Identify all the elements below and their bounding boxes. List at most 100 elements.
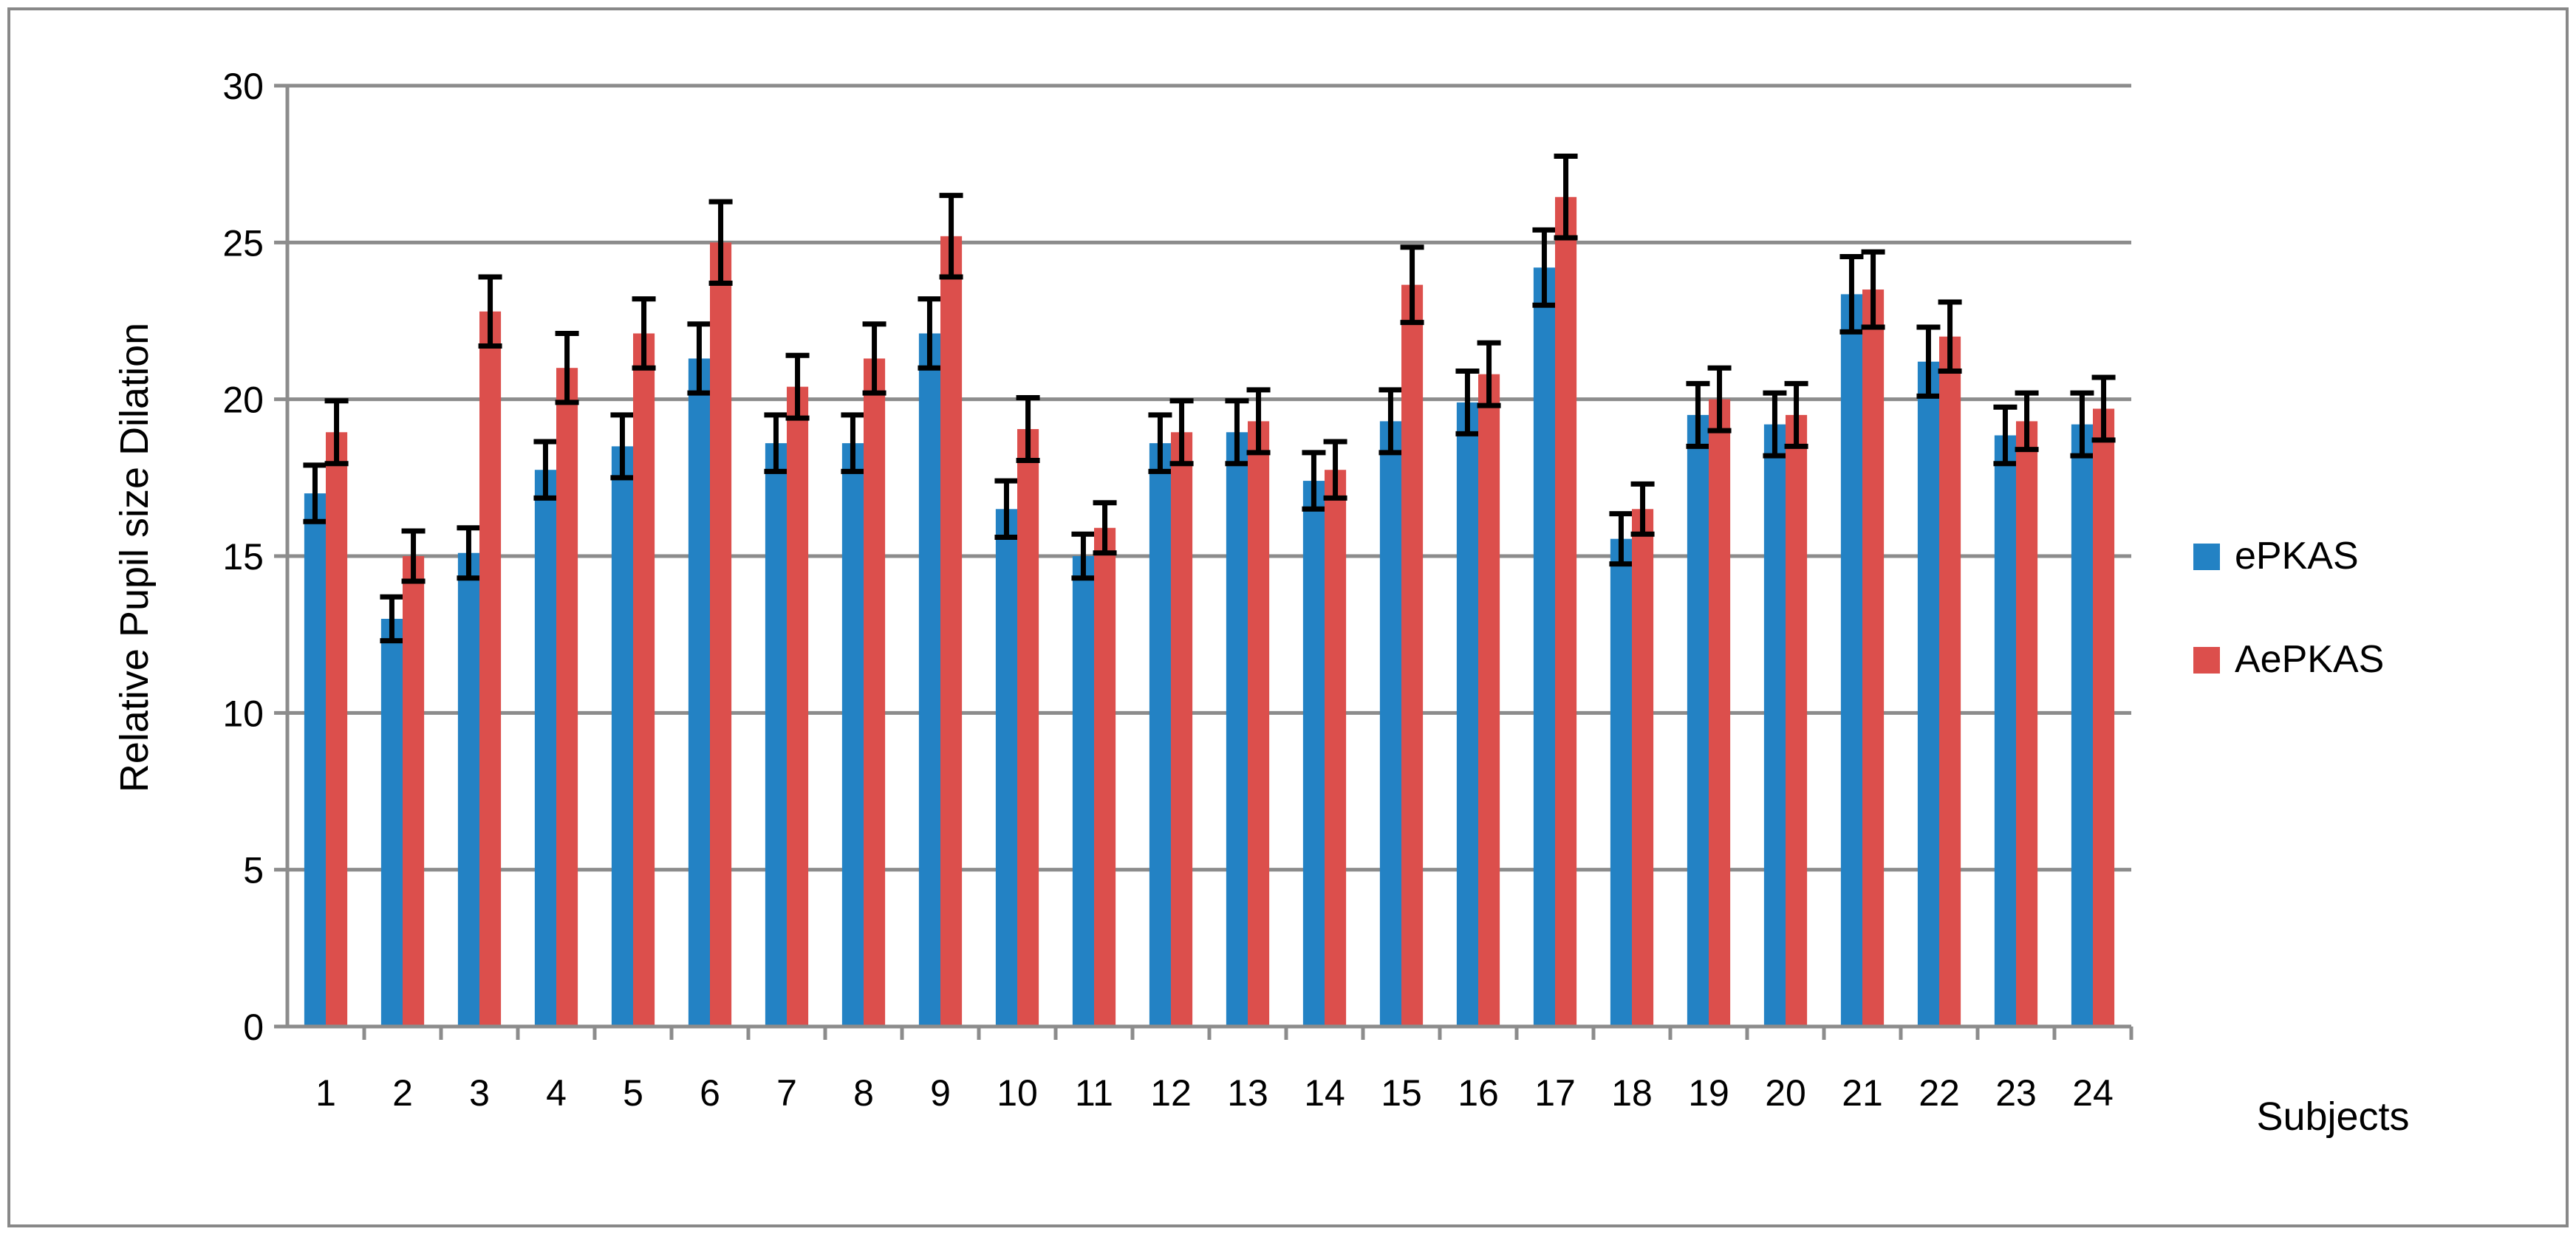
- bar-AePKAS: [1017, 429, 1039, 1027]
- bar-ePKAS: [1456, 402, 1478, 1027]
- bar-AePKAS: [1248, 421, 1270, 1027]
- error-bar: [1532, 227, 1557, 308]
- error-bar: [1784, 380, 1808, 449]
- bar-AePKAS: [479, 311, 502, 1027]
- bar-AePKAS: [2093, 408, 2115, 1027]
- error-bar: [1839, 253, 1864, 335]
- error-bar: [862, 321, 886, 396]
- x-tick-label: 11: [1075, 1072, 1113, 1114]
- x-tick-label: 18: [1611, 1072, 1653, 1114]
- x-tick-label: 21: [1842, 1072, 1883, 1114]
- x-tick-label: 6: [700, 1072, 720, 1114]
- error-bar: [401, 528, 426, 584]
- bar-ePKAS: [1149, 443, 1171, 1027]
- error-bar: [1093, 500, 1117, 556]
- y-tick-label: 10: [222, 693, 264, 734]
- error-bar: [610, 412, 635, 481]
- y-tick-label: 30: [222, 66, 264, 107]
- error-bar: [1148, 412, 1172, 474]
- error-bar: [1938, 299, 1962, 374]
- bar-AePKAS: [1786, 414, 1808, 1027]
- bar-AePKAS: [1094, 527, 1116, 1027]
- x-tick-label: 4: [546, 1072, 567, 1114]
- x-tick-label: 20: [1765, 1072, 1806, 1114]
- x-tick-label: 13: [1227, 1072, 1268, 1114]
- bar-AePKAS: [2016, 421, 2038, 1027]
- error-bar: [1323, 439, 1347, 501]
- error-bar: [1861, 249, 1885, 330]
- error-bar: [1630, 481, 1655, 537]
- x-tick-label: 22: [1919, 1072, 1960, 1114]
- bar-ePKAS: [1994, 435, 2016, 1027]
- error-bar: [2015, 390, 2039, 453]
- error-bar: [1477, 340, 1501, 408]
- bar-ePKAS: [765, 443, 787, 1027]
- error-bar: [785, 352, 810, 421]
- bar-ePKAS: [2071, 424, 2093, 1027]
- bar-ePKAS: [918, 333, 940, 1027]
- y-tick-label: 25: [222, 222, 264, 264]
- error-bar: [1455, 368, 1480, 436]
- error-bar: [324, 398, 349, 467]
- bar-ePKAS: [611, 446, 633, 1027]
- bar-ePKAS: [304, 493, 326, 1027]
- error-bar: [1554, 154, 1578, 241]
- error-bar: [1686, 380, 1710, 449]
- bar-ePKAS: [1302, 481, 1325, 1027]
- bar-ePKAS: [995, 509, 1017, 1027]
- error-bar: [764, 412, 788, 474]
- x-tick-label: 10: [997, 1072, 1038, 1114]
- x-tick-label: 1: [315, 1072, 336, 1114]
- bar-AePKAS: [787, 386, 809, 1027]
- bar-AePKAS: [1862, 289, 1885, 1027]
- bar-AePKAS: [1478, 374, 1500, 1027]
- x-tick-label: 15: [1381, 1072, 1422, 1114]
- bar-AePKAS: [403, 556, 425, 1027]
- bar-ePKAS: [534, 470, 556, 1027]
- legend-swatch: [2193, 544, 2220, 570]
- bar-AePKAS: [710, 242, 732, 1027]
- x-tick-label: 16: [1458, 1072, 1499, 1114]
- legend: ePKAS AePKAS: [2193, 535, 2384, 681]
- error-bar: [1400, 244, 1424, 326]
- error-bar: [1225, 398, 1249, 467]
- bar-ePKAS: [1840, 294, 1862, 1027]
- x-tick-label: 23: [1995, 1072, 2037, 1114]
- error-bar: [1378, 387, 1403, 456]
- bar-AePKAS: [556, 368, 578, 1027]
- bar-AePKAS: [326, 432, 348, 1027]
- error-bar: [918, 296, 942, 371]
- x-tick-label: 8: [853, 1072, 874, 1114]
- bar-AePKAS: [1401, 284, 1424, 1027]
- error-bar: [1916, 324, 1941, 399]
- x-tick-label: 7: [776, 1072, 797, 1114]
- error-bar: [632, 296, 656, 371]
- error-bar: [1763, 390, 1787, 459]
- chart-border: [7, 7, 2569, 1227]
- error-bar: [708, 199, 733, 287]
- legend-label: AePKAS: [2235, 638, 2384, 681]
- bar-ePKAS: [841, 443, 864, 1027]
- bar-AePKAS: [633, 333, 655, 1027]
- x-tick-label: 24: [2072, 1072, 2114, 1114]
- error-bar: [555, 330, 579, 405]
- bar-AePKAS: [1555, 196, 1577, 1027]
- bar-ePKAS: [688, 358, 710, 1027]
- y-axis-label: Relative Pupil size Dilation: [112, 323, 157, 792]
- error-bar: [994, 478, 1019, 541]
- bar-ePKAS: [1917, 361, 1939, 1027]
- error-bar: [303, 462, 327, 524]
- error-bar: [687, 321, 711, 396]
- bar-ePKAS: [1226, 432, 1248, 1027]
- error-bar: [939, 193, 963, 280]
- error-bar: [457, 525, 481, 581]
- x-tick-label: 19: [1688, 1072, 1729, 1114]
- x-tick-label: 12: [1150, 1072, 1192, 1114]
- bar-ePKAS: [380, 618, 403, 1027]
- bar-AePKAS: [1632, 509, 1654, 1027]
- legend-swatch: [2193, 647, 2220, 674]
- bar-AePKAS: [864, 358, 886, 1027]
- x-tick-label: 2: [392, 1072, 413, 1114]
- error-bar: [1016, 395, 1040, 463]
- bar-AePKAS: [1939, 336, 1961, 1027]
